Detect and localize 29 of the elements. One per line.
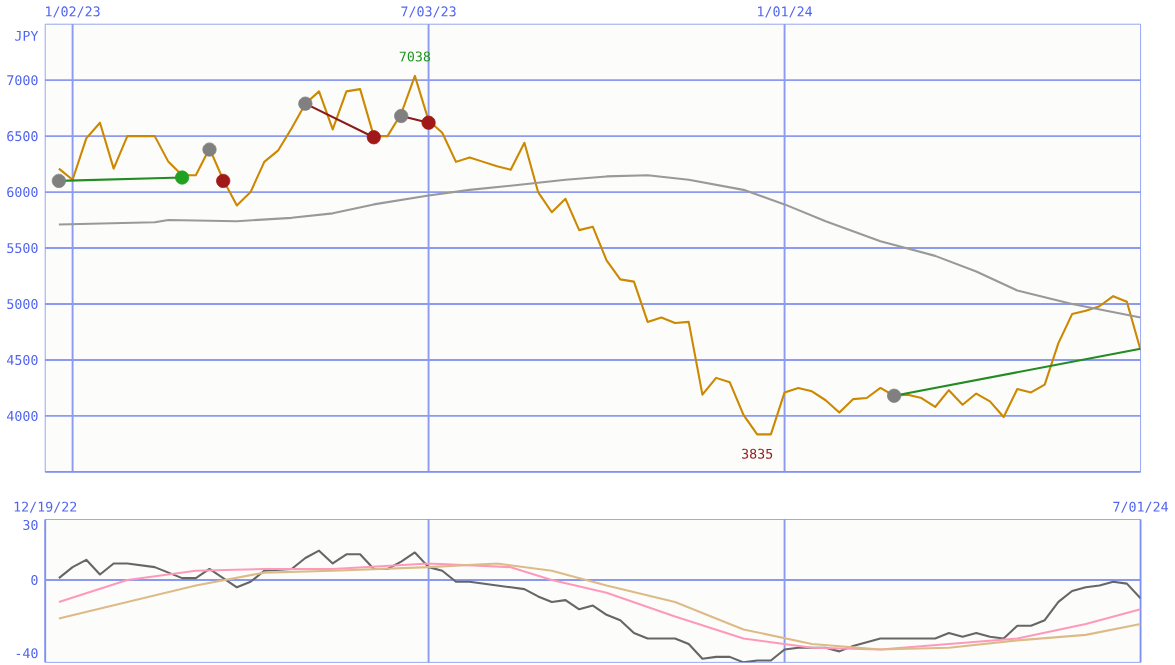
y-tick-label: 5500 (7, 243, 38, 254)
y-tick-label: -40 (16, 648, 38, 659)
x-tick-label: 1/01/24 (758, 6, 813, 18)
annotation: 3835 (742, 448, 773, 459)
y-tick-label: 7000 (7, 75, 38, 86)
x-tick-label: 7/01/24 (1113, 501, 1168, 513)
y-tick-label: 4500 (7, 355, 38, 366)
point (202, 142, 217, 157)
point (216, 174, 231, 189)
y-tick-label: 6000 (7, 187, 38, 198)
point (394, 109, 409, 124)
point (298, 96, 313, 111)
x-tick-label: 1/02/23 (46, 6, 100, 18)
point (421, 115, 436, 130)
point (51, 174, 66, 189)
point (366, 130, 381, 145)
y-tick-label: 0 (31, 575, 38, 586)
line-series (57, 174, 1141, 319)
point (887, 388, 902, 404)
x-tick-label: 12/19/22 (14, 501, 77, 513)
y-tick-label: 4000 (7, 411, 38, 422)
y-tick-label: 30 (23, 520, 38, 531)
line-series (57, 562, 1141, 651)
point (175, 170, 190, 185)
y-axis-title: JPY (15, 31, 39, 42)
x-tick-label: 7/03/23 (401, 6, 456, 18)
y-tick-label: 5000 (7, 299, 38, 310)
y-tick-label: 6500 (7, 131, 38, 142)
annotation: 7038 (399, 51, 431, 62)
